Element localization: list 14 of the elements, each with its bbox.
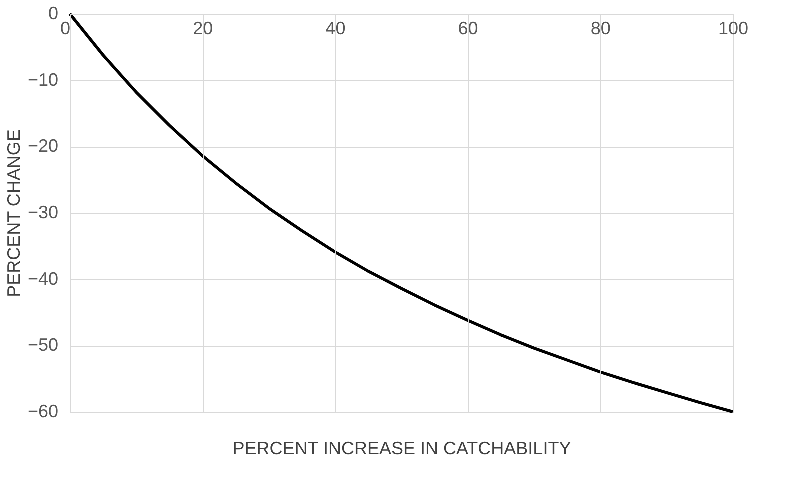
y-tick-label: −50	[28, 335, 58, 356]
y-tick-label: −20	[28, 136, 58, 156]
x-tick-label: 40	[326, 18, 346, 38]
x-tick-label: 60	[458, 18, 478, 38]
x-axis-title: PERCENT INCREASE IN CATCHABILITY	[232, 438, 572, 458]
y-tick-label: −60	[28, 402, 58, 422]
y-axis-title: PERCENT CHANGE	[4, 130, 24, 298]
y-tick-label: −10	[28, 70, 58, 90]
x-tick-label: 100	[718, 18, 749, 38]
x-tick-label: 20	[193, 18, 214, 38]
y-tick-label: −30	[28, 202, 58, 222]
x-tick-label: 80	[590, 18, 611, 38]
y-tick-label: 0	[48, 4, 58, 24]
y-tick-label: −40	[28, 268, 58, 289]
